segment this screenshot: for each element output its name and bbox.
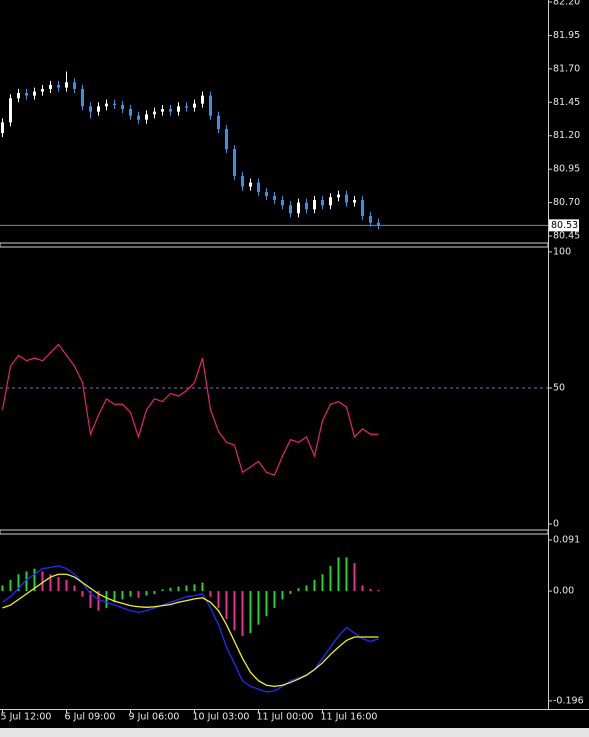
rsi-line [1, 343, 379, 476]
candle-body [129, 108, 132, 116]
x-tick-label: 9 Jul 06:00 [129, 712, 180, 723]
x-tick-label: 10 Jul 03:00 [193, 712, 250, 723]
y-tick-label: 80.45 [553, 231, 580, 242]
candle-body [65, 82, 68, 88]
y-tick-label: 0.00 [553, 586, 574, 597]
y-tick-label: 82.20 [553, 0, 580, 8]
candle-body [169, 108, 172, 112]
candle-body [289, 205, 292, 214]
candle-body [153, 111, 156, 115]
last-price-box [549, 219, 579, 232]
candle-body [25, 92, 28, 96]
candle-body [257, 182, 260, 192]
candle-body [217, 115, 220, 130]
panel-separator [0, 529, 549, 535]
candle-body [137, 115, 140, 120]
candle-body [209, 95, 212, 116]
panel-separator [0, 242, 549, 248]
candle-body [265, 191, 268, 196]
candle-body [161, 108, 164, 112]
candle-body [377, 222, 380, 226]
candle-body [273, 195, 276, 200]
candle-body [97, 106, 100, 112]
y-tick-label: 81.45 [553, 97, 580, 108]
candle-body [49, 84, 52, 89]
y-tick-label: 81.20 [553, 130, 580, 141]
candle-body [305, 202, 308, 210]
candle-body [17, 92, 20, 99]
candle-body [9, 98, 12, 123]
y-tick-label: 80.95 [553, 164, 580, 175]
candle-body [121, 104, 124, 109]
candle-body [33, 91, 36, 96]
candle-body [225, 129, 228, 150]
candle-body [249, 182, 252, 187]
candle-body [57, 84, 60, 88]
y-tick-label: -0.196 [553, 695, 584, 706]
candle-body [337, 194, 340, 198]
candle-body [113, 103, 116, 105]
indicator-line [2, 573, 379, 688]
x-tick-label: 5 Jul 12:00 [1, 712, 52, 723]
candle-body [105, 103, 108, 107]
candle-body [321, 199, 324, 206]
candle-body [281, 199, 284, 206]
x-tick-label: 11 Jul 00:00 [257, 712, 314, 723]
last-price-label: 80.53 [551, 220, 578, 231]
candle-body [369, 215, 372, 223]
candle-body [177, 106, 180, 112]
candle-body [1, 122, 4, 134]
y-tick-label: 81.95 [553, 30, 580, 41]
candle-body [81, 88, 84, 107]
candle-body [241, 175, 244, 187]
candle-body [73, 82, 76, 89]
candle-body [89, 106, 92, 112]
y-tick-label: 0.091 [553, 535, 580, 546]
scrollbar [0, 728, 589, 737]
candle-body [361, 199, 364, 216]
candle-body [201, 95, 204, 104]
y-tick-label: 100 [553, 246, 571, 257]
candle-body [233, 149, 236, 176]
candle-body [313, 199, 316, 210]
candle-body [185, 106, 188, 108]
y-tick-label: 50 [553, 382, 565, 393]
candle-body [353, 199, 356, 203]
x-tick-label: 6 Jul 09:00 [65, 712, 116, 723]
candle-body [145, 114, 148, 120]
x-tick-label: 11 Jul 16:00 [321, 712, 378, 723]
candle-body [329, 197, 332, 206]
candle-body [41, 88, 44, 92]
y-tick-label: 80.70 [553, 197, 580, 208]
candle-body [193, 103, 196, 108]
candle-body [345, 194, 348, 203]
candle-body [297, 202, 300, 214]
y-tick-label: 81.70 [553, 63, 580, 74]
y-tick-label: 0 [553, 519, 559, 530]
